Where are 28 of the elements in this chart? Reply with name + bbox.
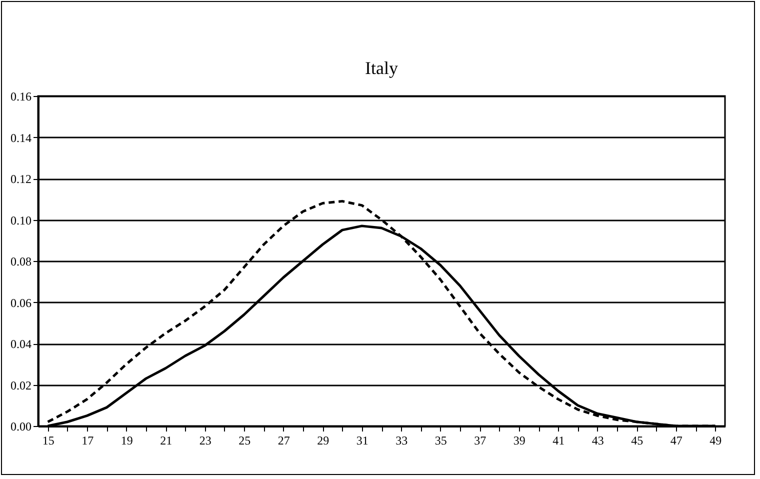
x-tick-label: 41 xyxy=(552,434,565,448)
x-tick-label: 23 xyxy=(199,434,212,448)
x-tick-label: 19 xyxy=(120,434,133,448)
x-tick-label: 43 xyxy=(592,434,604,448)
x-tick-label: 45 xyxy=(631,434,644,448)
x-tick-label: 21 xyxy=(160,434,172,448)
x-tick-label: 27 xyxy=(278,434,290,448)
y-tick-label: 0.06 xyxy=(10,296,32,310)
y-tick-label: 0.14 xyxy=(10,130,32,145)
y-tick-label: 0.02 xyxy=(10,378,32,392)
x-tick-label: 33 xyxy=(396,434,408,448)
x-tick-label: 31 xyxy=(356,434,368,448)
x-tick-label: 15 xyxy=(42,434,54,448)
x-tick-label: 37 xyxy=(474,434,486,448)
y-tick-label: 0.00 xyxy=(10,420,32,434)
y-tick-label: 0.04 xyxy=(10,337,32,351)
y-tick-label: 0.16 xyxy=(10,90,32,104)
x-tick-label: 47 xyxy=(670,434,682,448)
x-tick-label: 35 xyxy=(434,434,447,448)
x-tick-label: 25 xyxy=(238,434,251,448)
y-tick-label: 0.10 xyxy=(10,213,32,228)
x-tick-label: 39 xyxy=(513,434,526,448)
x-tick-label: 17 xyxy=(82,434,94,448)
chart-title: Italy xyxy=(365,58,398,78)
y-tick-label: 0.08 xyxy=(10,254,32,268)
x-tick-label: 29 xyxy=(317,434,330,448)
y-tick-label: 0.12 xyxy=(10,172,32,186)
x-tick-label: 49 xyxy=(710,434,722,448)
